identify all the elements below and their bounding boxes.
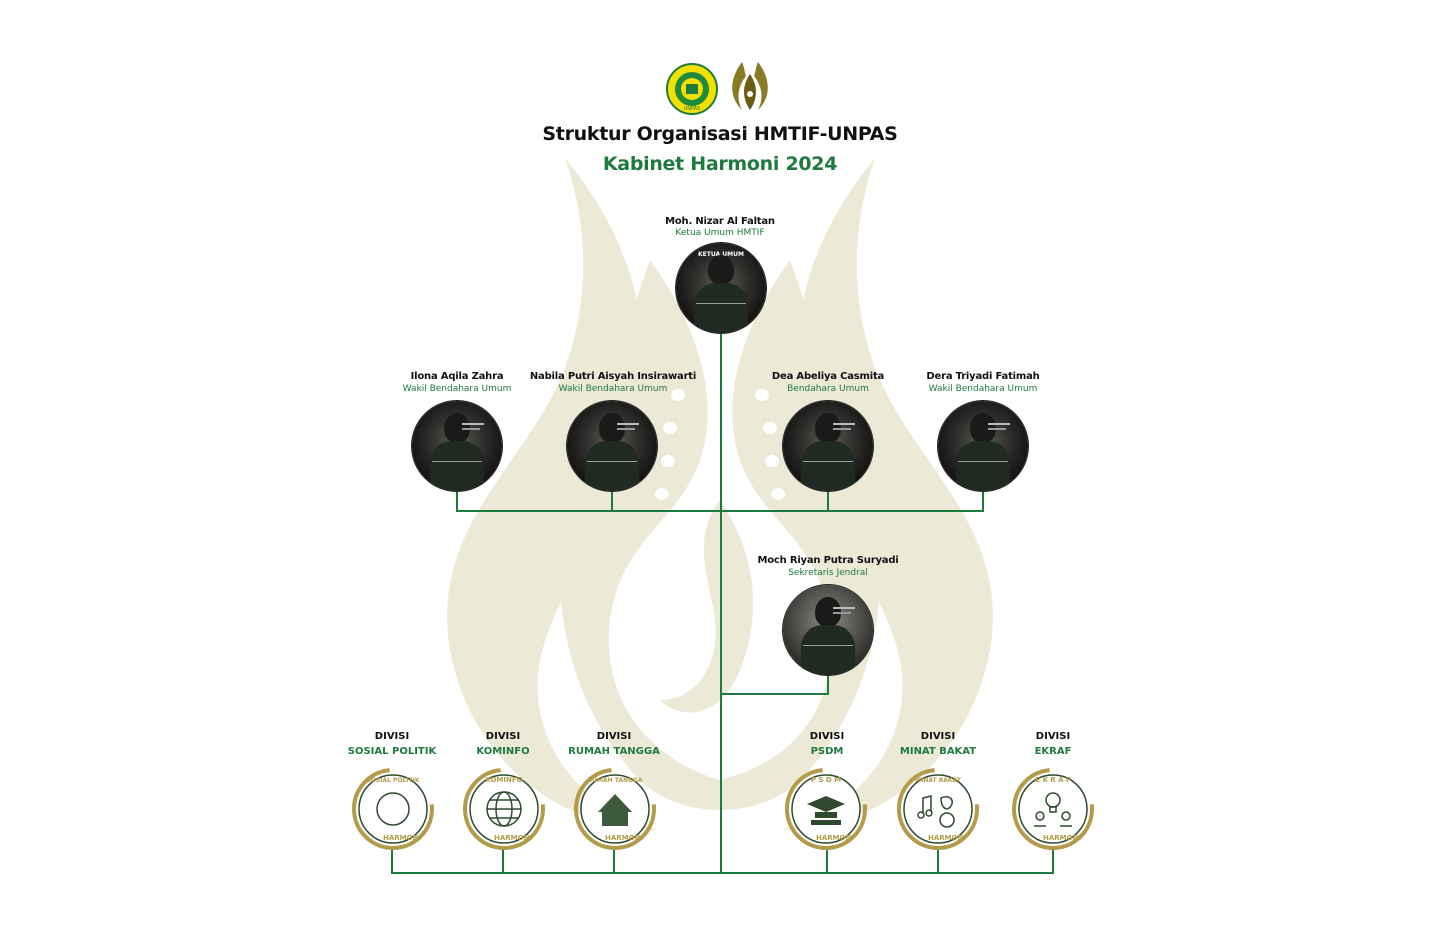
officer-photo (783, 401, 873, 491)
division-label: DIVISI (809, 731, 845, 742)
officer-role: Wakil Bendahara Umum (402, 384, 512, 394)
division-name: SOSIAL POLITIK (347, 746, 437, 757)
division-label: DIVISI (485, 731, 521, 742)
officer-role: Wakil Bendahara Umum (928, 384, 1038, 394)
secretary-role: Sekretaris Jendral (788, 568, 868, 578)
meeting-table-icon (376, 792, 410, 826)
division-badge-footer: HARMONI (383, 834, 421, 842)
division-label: DIVISI (920, 731, 956, 742)
flame-logo (732, 62, 768, 110)
secretary-photo (783, 585, 873, 675)
division-badge-text: SOSIAL POLITIK (366, 777, 419, 784)
division-badge-text: MINAT BAKAT (915, 777, 962, 784)
secretary-name: Moch Riyan Putra Suryadi (757, 555, 899, 566)
division-badge: E K R A F HARMONI (1012, 768, 1094, 850)
svg-text:UNPAS: UNPAS (684, 106, 701, 112)
officer-role: Wakil Bendahara Umum (558, 384, 668, 394)
division-badge: P S D M HARMONI (785, 768, 867, 850)
division-badge-footer: HARMONI (1043, 834, 1081, 842)
division-badge: RUMAH TANGGA HARMONI (574, 768, 656, 850)
officer-name: Ilona Aqila Zahra (410, 371, 504, 382)
page-title: Struktur Organisasi HMTIF-UNPAS (542, 123, 898, 145)
university-seal-logo: UNPAS (666, 63, 718, 115)
division-badge-footer: HARMONI (928, 834, 966, 842)
leader-role: Ketua Umum HMTIF (675, 228, 765, 238)
division-badge-text: RUMAH TANGGA (587, 777, 642, 784)
globe-icon (486, 791, 522, 827)
division-name: PSDM (810, 746, 844, 757)
officer-photo (938, 401, 1028, 491)
idea-money-icon (1034, 792, 1072, 827)
division-label: DIVISI (374, 731, 410, 742)
music-sports-icon (917, 795, 955, 828)
leader-name: Moh. Nizar Al Faltan (665, 216, 775, 227)
officer-name: Nabila Putri Aisyah Insirawarti (529, 371, 697, 382)
division-name: MINAT BAKAT (899, 746, 977, 757)
graduation-cap-icon (807, 796, 845, 825)
division-badge-footer: HARMONI (605, 834, 643, 842)
division-badge: KOMINFO HARMONI (463, 768, 545, 850)
page-subtitle: Kabinet Harmoni 2024 (602, 153, 838, 175)
officer-photo (567, 401, 657, 491)
division-name: RUMAH TANGGA (568, 746, 660, 757)
division-label: DIVISI (596, 731, 632, 742)
division-badge: SOSIAL POLITIK HARMONI (352, 768, 434, 850)
officer-name: Dera Triyadi Fatimah (926, 371, 1040, 382)
division-badge-text: KOMINFO (485, 776, 522, 784)
officer-role: Bendahara Umum (787, 384, 869, 394)
division-name: EKRAF (1034, 746, 1072, 757)
house-icon (598, 794, 632, 826)
division-badge-footer: HARMONI (816, 834, 854, 842)
officer-name: Dea Abeliya Casmita (771, 371, 885, 382)
division-label: DIVISI (1035, 731, 1071, 742)
division-badge-text: E K R A F (1035, 776, 1071, 784)
leader-photo: KETUA UMUM (676, 243, 766, 333)
officer-photo (412, 401, 502, 491)
leader-photo-caption: KETUA UMUM (698, 251, 744, 258)
division-name: KOMINFO (476, 746, 530, 757)
division-badge-footer: HARMONI (494, 834, 532, 842)
division-badge-text: P S D M (811, 776, 841, 784)
division-badge: MINAT BAKAT HARMONI (897, 768, 979, 850)
